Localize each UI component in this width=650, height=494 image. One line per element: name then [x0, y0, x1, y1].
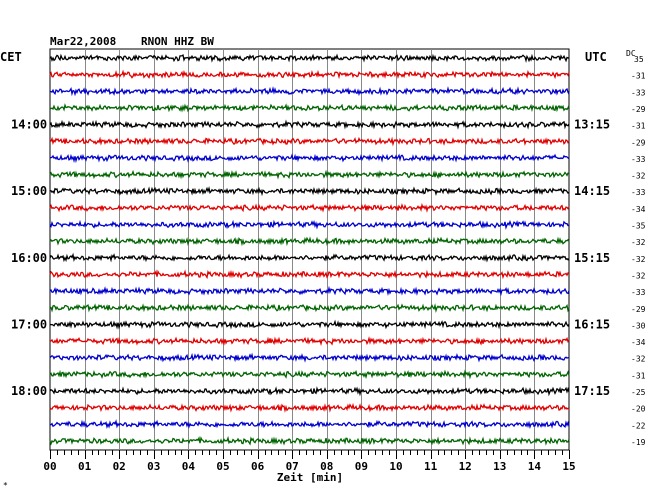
seismic-trace [49, 53, 570, 64]
x-tick-label: 02 [113, 460, 126, 473]
x-tick-label: 11 [424, 460, 438, 473]
seismic-trace [49, 285, 570, 297]
utc-time-label: 14:15 [574, 184, 610, 198]
seismic-trace [49, 136, 570, 147]
seismic-trace [49, 419, 570, 430]
x-tick-label: 13 [493, 460, 506, 473]
dc-value-label: -33 [631, 288, 646, 297]
seismic-trace [49, 386, 570, 397]
seismic-trace [49, 103, 570, 113]
dc-label: DC [626, 49, 636, 58]
dc-value-label: -34 [631, 205, 646, 214]
left-axis-label: CET [0, 50, 22, 64]
x-tick-label: 10 [389, 460, 402, 473]
plot-grid [49, 48, 570, 459]
label-group: 00 01 02 03 04 05 06 07 08 09 10 11 12 13 14 15 35 -31 -33… [11, 55, 646, 473]
x-tick-label: 09 [355, 460, 368, 473]
dc-value-label: -32 [631, 255, 646, 264]
x-tick-label: 03 [147, 460, 160, 473]
dc-value-label: -19 [631, 438, 646, 447]
dc-value-label: -33 [631, 155, 646, 164]
plot-frame [49, 48, 570, 451]
dc-value-label: -35 [631, 222, 646, 231]
dc-value-label: -29 [631, 305, 646, 314]
header-date: Mar22,2008 [50, 35, 116, 48]
seismic-trace [49, 352, 570, 363]
seismic-trace [49, 303, 570, 313]
utc-time-label: 15:15 [574, 251, 610, 265]
dc-value-label: 35 [634, 55, 644, 64]
cet-time-label: 15:00 [11, 184, 47, 198]
dc-value-label: -32 [631, 355, 646, 364]
x-tick-label: 08 [320, 460, 333, 473]
dc-value-label: -32 [631, 172, 646, 181]
x-tick-label: 06 [251, 460, 265, 473]
utc-time-label: 13:15 [574, 118, 610, 132]
seismic-trace [49, 402, 570, 413]
seismic-trace [49, 69, 570, 80]
trace-group [49, 53, 570, 446]
dc-value-label: -31 [631, 122, 646, 131]
dc-value-label: -29 [631, 138, 646, 147]
seismic-trace [49, 219, 570, 230]
seismic-trace [49, 252, 570, 263]
seismic-trace [49, 236, 570, 247]
dc-value-label: -22 [631, 421, 646, 430]
header-station: RNON HHZ BW [141, 35, 214, 48]
seismic-trace [49, 86, 570, 97]
utc-time-label: 17:15 [574, 384, 610, 398]
dc-value-label: -33 [631, 88, 646, 97]
dc-value-label: -25 [631, 388, 646, 397]
dc-value-label: -30 [631, 321, 646, 330]
seismic-trace [49, 269, 570, 280]
seismic-trace [49, 202, 570, 213]
x-tick-label: 14 [528, 460, 542, 473]
dc-value-label: -31 [631, 371, 646, 380]
x-tick-label: 00 [43, 460, 56, 473]
cet-time-label: 17:00 [11, 317, 47, 331]
x-tick-label: 15 [562, 460, 575, 473]
right-axis-label: UTC [585, 50, 607, 64]
dc-value-label: -32 [631, 271, 646, 280]
x-tick-label: 04 [182, 460, 196, 473]
x-tick-label: 12 [459, 460, 472, 473]
seismic-trace [49, 119, 570, 130]
seismic-trace [49, 169, 570, 180]
seismic-trace [49, 186, 570, 197]
seismic-trace [49, 153, 570, 164]
seismic-trace [49, 369, 570, 380]
dc-value-label: -20 [631, 405, 646, 414]
dc-value-label: -31 [631, 72, 646, 81]
dc-value-label: -29 [631, 105, 646, 114]
cet-time-label: 16:00 [11, 251, 47, 265]
x-tick-label: 07 [286, 460, 299, 473]
x-tick-label: 01 [78, 460, 92, 473]
dc-value-label: -32 [631, 238, 646, 247]
dc-value-label: -33 [631, 188, 646, 197]
cet-time-label: 18:00 [11, 384, 47, 398]
seismic-trace [49, 336, 570, 347]
seismic-trace [49, 435, 570, 446]
x-tick-label: 05 [216, 460, 229, 473]
cet-time-label: 14:00 [11, 118, 47, 132]
utc-time-label: 16:15 [574, 317, 610, 331]
footnote-mark: * [3, 481, 8, 490]
dc-value-label: -34 [631, 338, 646, 347]
seismic-trace [49, 319, 570, 330]
x-axis-label: Zeit [min] [277, 471, 343, 484]
